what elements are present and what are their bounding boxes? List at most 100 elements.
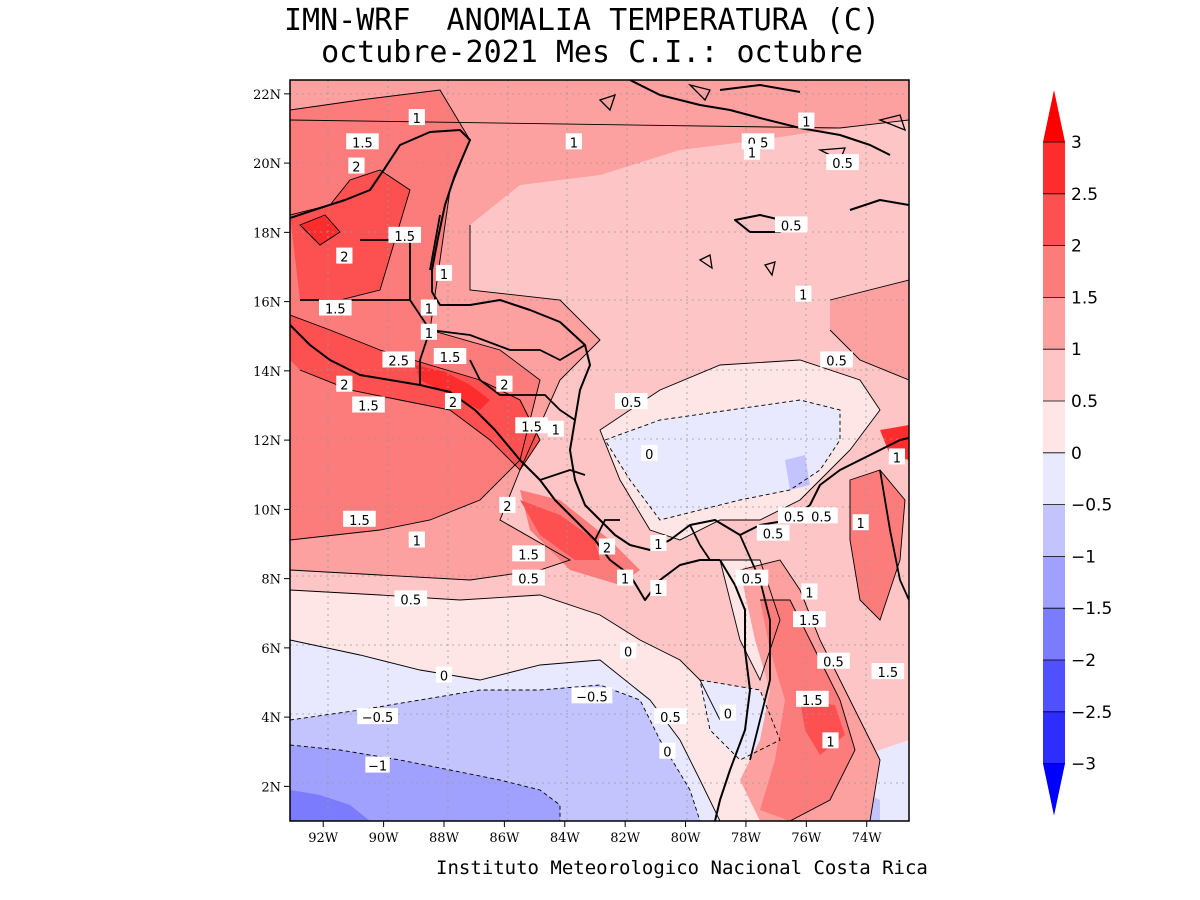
- contour-label: 0.5: [654, 708, 687, 726]
- lon-tick-label: 82W: [610, 831, 641, 846]
- contour-label: 1: [650, 580, 667, 598]
- lat-tick-label: 16N: [253, 296, 281, 311]
- svg-text:−0.5: −0.5: [362, 711, 394, 726]
- contour-label: −0.5: [357, 708, 398, 726]
- lon-tick-label: 90W: [369, 831, 400, 846]
- svg-text:2: 2: [603, 541, 611, 556]
- colorbar-swatch: [1043, 504, 1065, 557]
- contour-label: 2: [336, 247, 353, 266]
- contour-label: 0.5: [512, 569, 545, 588]
- colorbar-label: 2.5: [1071, 185, 1098, 205]
- colorbar-label: −2.5: [1071, 703, 1112, 723]
- lat-tick-label: 8N: [261, 573, 281, 588]
- svg-text:0.5: 0.5: [763, 528, 784, 543]
- contour-label: 1: [408, 109, 425, 127]
- colorbar-label: −2: [1071, 651, 1096, 671]
- lat-tick-label: 12N: [253, 434, 281, 449]
- contour-label: 1.5: [793, 611, 826, 629]
- lat-tick-label: 22N: [253, 88, 281, 103]
- contour-label: 1: [795, 285, 812, 304]
- colorbar-label: 3: [1071, 133, 1082, 153]
- contour-label: 0: [719, 704, 736, 723]
- map-title: IMN-WRF ANOMALIA TEMPERATURA (C): [283, 3, 881, 38]
- colorbar-swatch: [1043, 349, 1065, 401]
- lat-tick-label: 20N: [253, 157, 281, 172]
- contour-label: 0.5: [735, 569, 769, 588]
- anomaly-field: [290, 80, 909, 821]
- svg-text:0.5: 0.5: [823, 656, 844, 671]
- lat-tick-label: 2N: [261, 780, 281, 795]
- colorbar-label: 0: [1071, 444, 1082, 464]
- contour-label: 0: [659, 742, 676, 761]
- svg-text:1: 1: [413, 112, 421, 127]
- colorbar-label: 2: [1071, 237, 1082, 257]
- colorbar-label: −3: [1071, 755, 1096, 775]
- lon-tick-label: 92W: [308, 831, 339, 846]
- colorbar-swatch: [1043, 245, 1065, 298]
- svg-text:2: 2: [449, 396, 457, 411]
- svg-text:2: 2: [352, 161, 360, 176]
- svg-text:2.5: 2.5: [388, 354, 409, 369]
- contour-label: 1: [798, 112, 815, 131]
- contour-label: 1: [852, 514, 869, 532]
- lon-tick-label: 74W: [852, 831, 883, 846]
- contour-label: 1.5: [388, 226, 422, 245]
- colorbar-label: 1.5: [1071, 288, 1098, 308]
- contour-label: 0.5: [820, 351, 853, 369]
- svg-text:1: 1: [893, 451, 901, 466]
- contour-label: 0.5: [756, 524, 790, 543]
- svg-text:1.5: 1.5: [518, 548, 539, 563]
- svg-text:0.5: 0.5: [660, 711, 681, 726]
- svg-text:2: 2: [500, 379, 508, 394]
- contour-label: 0.5: [394, 590, 428, 608]
- colorbar-label: −1.5: [1071, 599, 1112, 619]
- svg-text:0.5: 0.5: [784, 510, 805, 525]
- lon-tick-label: 86W: [489, 831, 520, 846]
- lat-tick-label: 18N: [253, 226, 281, 241]
- svg-text:1.5: 1.5: [358, 399, 379, 414]
- svg-text:1.5: 1.5: [799, 614, 820, 629]
- colorbar-swatch: [1043, 452, 1065, 505]
- contour-label: 1.5: [346, 133, 379, 151]
- svg-text:1: 1: [413, 535, 421, 550]
- svg-text:−0.5: −0.5: [576, 690, 608, 705]
- svg-text:0: 0: [645, 448, 653, 463]
- contour-label: 1.5: [515, 417, 548, 435]
- svg-text:1: 1: [748, 147, 756, 162]
- contour-label: 2: [336, 375, 353, 394]
- lat-tick-label: 4N: [261, 711, 281, 726]
- colorbar-bottom-arrow: [1043, 763, 1065, 816]
- svg-text:1: 1: [799, 289, 807, 304]
- contour-label: 0: [620, 642, 637, 660]
- lat-tick-label: 14N: [253, 365, 281, 380]
- contour-label: −0.5: [571, 687, 613, 705]
- contour-label: 1.5: [871, 663, 905, 681]
- lat-tick-label: 10N: [253, 503, 281, 518]
- svg-text:1.5: 1.5: [802, 694, 823, 709]
- svg-text:0.5: 0.5: [832, 157, 853, 172]
- contour-label: 2: [598, 538, 616, 556]
- svg-text:1.5: 1.5: [352, 136, 373, 151]
- colorbar-swatch: [1043, 401, 1065, 453]
- svg-text:2: 2: [340, 379, 348, 394]
- contour-label: 1.5: [512, 545, 545, 563]
- contour-label: 0.5: [805, 507, 838, 525]
- svg-text:1.5: 1.5: [440, 351, 461, 366]
- contour-label: 1: [420, 299, 437, 318]
- contour-label: 0.5: [817, 652, 850, 671]
- contour-label: 0.5: [774, 216, 808, 234]
- contour-label: 2.5: [382, 351, 416, 369]
- svg-text:0: 0: [724, 708, 732, 723]
- contour-label: 0.5: [826, 154, 859, 172]
- colorbar-label: 0.5: [1071, 392, 1098, 412]
- map-subtitle: octubre-2021 Mes C.I.: octubre: [321, 35, 863, 70]
- contour-label: 1: [435, 264, 453, 283]
- colorbar-swatch: [1043, 297, 1065, 350]
- svg-text:1: 1: [826, 735, 834, 750]
- contour-label: 1: [420, 323, 437, 342]
- contour-label: 1.5: [343, 510, 376, 529]
- lon-tick-label: 80W: [671, 831, 702, 846]
- contour-label: 1.5: [433, 348, 467, 366]
- svg-text:1: 1: [805, 586, 813, 601]
